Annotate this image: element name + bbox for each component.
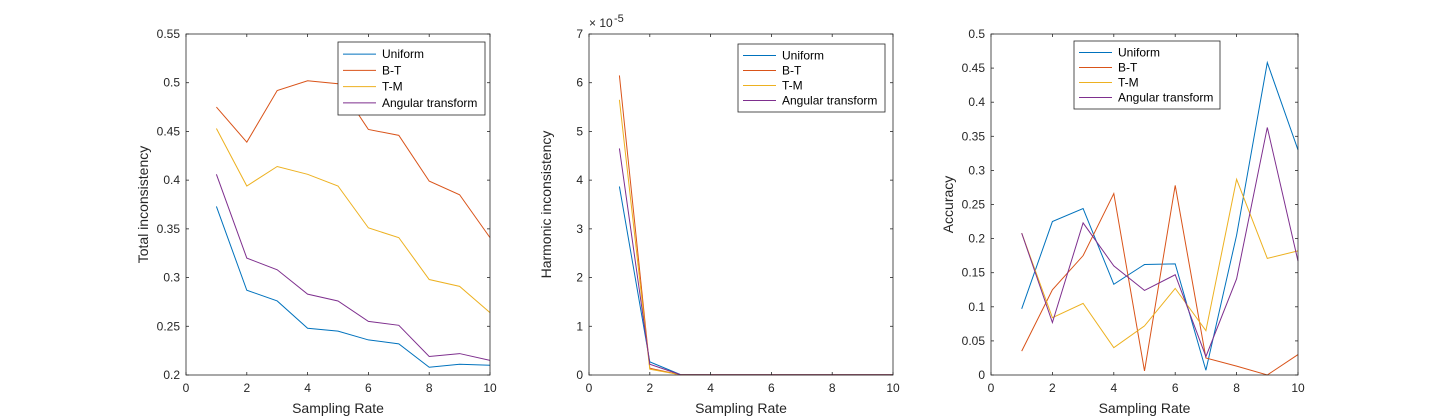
y-tick-label: 6 [576, 76, 583, 90]
y-tick-label: 7 [576, 27, 583, 41]
x-tick-label: 6 [1172, 381, 1179, 395]
series-line-t-m [1021, 177, 1299, 349]
legend-entry: Angular transform [382, 96, 477, 110]
y-axis-label: Total inconsistency [135, 146, 151, 264]
y-tick-label: 2 [576, 271, 583, 285]
chart-panel-3: 0 2 4 6 8 10 0 0.05 0.1 0.15 0.2 0.25 0.3 0.35 0.4 0.45… [940, 27, 1305, 416]
y-tick-label: 0.2 [163, 368, 180, 382]
y-tick-label: 0 [576, 368, 583, 382]
y-axis-label: Accuracy [940, 176, 956, 234]
legend-entry: B-T [382, 63, 402, 77]
legend-entry: B-T [1118, 61, 1138, 75]
series-line-b-t [1021, 185, 1299, 376]
y-tick-label: 0.05 [962, 334, 986, 348]
y-tick-label: 0.5 [163, 76, 180, 90]
x-tick-label: 8 [426, 381, 433, 395]
x-axis-label: Sampling Rate [695, 400, 787, 416]
x-tick-label: 0 [183, 381, 190, 395]
series-line-b-t [618, 75, 893, 376]
x-tick-label: 0 [586, 381, 593, 395]
legend-entry: Uniform [782, 49, 824, 63]
x-axis-label: Sampling Rate [1099, 400, 1191, 416]
series-line-angular-transform [618, 148, 893, 376]
y-tick-label: 3 [576, 222, 583, 236]
x-tick-label: 6 [365, 381, 372, 395]
y-tick-label: 4 [576, 173, 583, 187]
x-tick-label: 10 [886, 381, 900, 395]
y-exponent-label: × 10 [589, 16, 613, 30]
y-tick-label: 0.15 [962, 266, 986, 280]
series-line-angular-transform [215, 174, 491, 361]
legend-entry: T-M [782, 79, 803, 93]
x-tick-label: 2 [243, 381, 250, 395]
x-tick-label: 4 [304, 381, 311, 395]
legend-entry: T-M [382, 80, 403, 94]
y-tick-label: 5 [576, 124, 583, 138]
x-axis-label: Sampling Rate [292, 400, 384, 416]
y-tick-label: 0.4 [163, 173, 180, 187]
y-tick-label: 0.35 [962, 129, 986, 143]
series-line-t-m [618, 99, 893, 376]
y-tick-label: 0 [978, 368, 985, 382]
legend-entry: Angular transform [1118, 91, 1213, 105]
x-tick-label: 10 [1291, 381, 1305, 395]
y-tick-label: 1 [576, 319, 583, 333]
axes-box [185, 33, 491, 376]
x-tick-label: 8 [829, 381, 836, 395]
x-tick-label: 4 [1110, 381, 1117, 395]
legend: Uniform B-T T-M Angular transform [337, 41, 486, 116]
y-tick-label: 0.2 [968, 232, 985, 246]
x-tick-label: 0 [988, 381, 995, 395]
y-tick-label: 0.55 [157, 27, 181, 41]
y-tick-label: 0.1 [968, 300, 985, 314]
y-tick-label: 0.35 [157, 222, 181, 236]
y-tick-label: 0.4 [968, 95, 985, 109]
x-tick-label: 2 [1049, 381, 1056, 395]
y-tick-label: 0.5 [968, 27, 985, 41]
y-tick-label: 0.3 [968, 163, 985, 177]
x-tick-label: 6 [768, 381, 775, 395]
y-tick-label: 0.45 [962, 61, 986, 75]
series-line-uniform [215, 206, 491, 368]
series-line-t-m [215, 128, 491, 314]
legend-entry: T-M [1118, 76, 1139, 90]
y-axis-label: Harmonic inconsistency [538, 131, 554, 279]
x-tick-label: 10 [483, 381, 497, 395]
y-tick-label: 0.3 [163, 271, 180, 285]
y-tick-label: 0.25 [962, 198, 986, 212]
y-tick-label: 0.45 [157, 124, 181, 138]
legend-entry: Uniform [382, 47, 424, 61]
series-line-angular-transform [1021, 127, 1299, 358]
series-line-uniform [618, 186, 893, 376]
x-tick-label: 8 [1233, 381, 1240, 395]
y-tick-label: 0.25 [157, 319, 181, 333]
legend-entry: Uniform [1118, 46, 1160, 60]
series-line-uniform [1021, 60, 1299, 371]
x-tick-label: 4 [707, 381, 714, 395]
axes-box [588, 33, 894, 376]
chart-panel-2: 0 2 4 6 8 10 0 1 2 3 4 5 6 7 × 10 -5 Sampling Rate Harmon… [538, 13, 900, 416]
x-tick-label: 2 [646, 381, 653, 395]
legend-entry: B-T [782, 64, 802, 78]
legend-entry: Angular transform [782, 94, 877, 108]
y-exponent-value: -5 [614, 13, 624, 25]
chart-panel-1: 0 2 4 6 8 10 0.2 0.25 0.3 0.35 0.4 0.45 0.5 0.55 Sampl… [135, 27, 497, 416]
